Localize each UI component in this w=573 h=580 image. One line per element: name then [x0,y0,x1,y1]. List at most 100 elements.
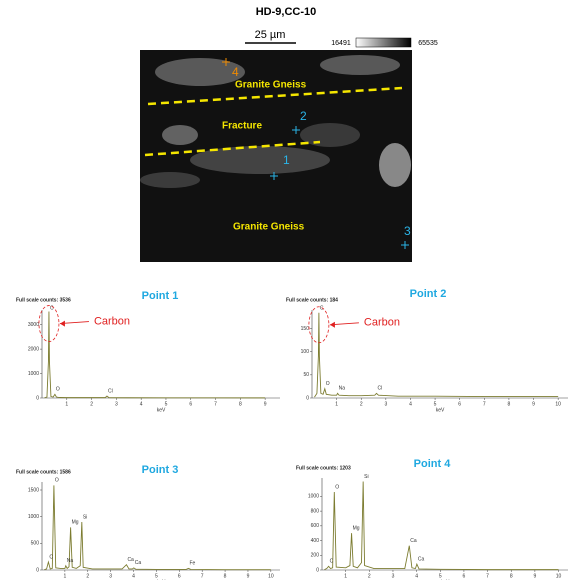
x-tick-label: 10 [268,573,274,579]
x-tick-label: 3 [109,573,112,579]
y-tick-label: 1500 [28,487,39,493]
peak-label: C [49,554,53,560]
scale-bar-label: 25 µm [255,29,286,41]
x-tick-label: 2 [360,401,363,407]
spectrum [44,485,271,569]
figure: HD-9,CC-10 25 µm 16491 65535 Granite Gne… [0,0,573,580]
spectrum [44,312,265,398]
x-tick-label: 7 [486,573,489,579]
x-tick-label: 2 [86,573,89,579]
peak-label: Mg [72,520,79,526]
chart-title: Point 1 [142,290,179,302]
image-label: Granite Gneiss [233,222,305,233]
point-label: 3 [404,224,411,238]
x-tick-label: 7 [201,573,204,579]
y-tick-label: 150 [301,326,310,332]
x-tick-label: 1 [63,573,66,579]
x-tick-label: 4 [409,401,412,407]
peak-label: Cl [377,386,382,392]
peak-label: Si [83,514,87,520]
y-tick-label: 800 [311,508,320,514]
x-tick-label: 2 [368,573,371,579]
annotation-arrowhead [60,321,65,327]
peak-label: O [55,478,59,484]
x-tick-label: 3 [392,573,395,579]
chart-title: Point 3 [142,464,179,476]
annotation: Carbon [364,317,400,329]
x-tick-label: 8 [508,401,511,407]
peak-label: Fe [189,561,195,567]
point-label: 4 [232,65,239,79]
x-tick-label: 6 [458,401,461,407]
point-label: 1 [283,153,290,167]
peak-label: Cl [108,388,113,394]
x-tick-label: 4 [140,401,143,407]
x-tick-label: 6 [178,573,181,579]
figure-title: HD-9,CC-10 [256,6,317,18]
x-tick-label: 10 [555,401,561,407]
x-tick-label: 1 [344,573,347,579]
y-tick-label: 1000 [28,514,39,520]
x-tick-label: 1 [65,401,68,407]
peak-label: Ca [410,538,417,544]
x-tick-label: 9 [532,401,535,407]
y-tick-label: 2000 [28,346,39,352]
annotation: Carbon [94,315,130,327]
y-tick-label: 0 [306,395,309,401]
x-tick-label: 8 [510,573,513,579]
x-tick-label: 10 [556,573,562,579]
y-tick-label: 0 [316,567,319,573]
y-tick-label: 0 [36,395,39,401]
intensity-bar [356,38,411,47]
peak-label: O [56,387,60,393]
x-tick-label: 9 [247,573,250,579]
x-tick-label: 3 [115,401,118,407]
image-label: Fracture [222,121,262,132]
peak-label: Mg [353,526,360,532]
x-tick-label: 3 [384,401,387,407]
y-tick-label: 1000 [308,494,319,500]
x-tick-label: 8 [239,401,242,407]
x-tick-label: 7 [483,401,486,407]
x-tick-label: 8 [224,573,227,579]
peak-label: C [330,559,334,565]
y-tick-label: 1000 [28,371,39,377]
x-axis-label: keV [157,407,166,413]
full-scale-counts: Full scale counts: 184 [286,297,338,303]
full-scale-counts: Full scale counts: 3536 [16,297,71,303]
x-tick-label: 4 [415,573,418,579]
peak-label: Si [364,474,368,480]
chart-title: Point 2 [410,288,447,300]
chart-title: Point 4 [414,458,452,470]
y-tick-label: 600 [311,523,320,529]
x-tick-label: 9 [533,573,536,579]
peak-label: Ca [418,556,425,562]
x-tick-label: 6 [463,573,466,579]
point-label: 2 [300,109,307,123]
y-tick-label: 400 [311,538,320,544]
full-scale-counts: Full scale counts: 1586 [16,469,71,475]
spectrum [314,313,558,397]
full-scale-counts: Full scale counts: 1203 [296,465,351,471]
intensity-max: 65535 [418,40,438,47]
peak-label: Ca [127,557,134,563]
peak-label: O [335,484,339,490]
y-tick-label: 500 [31,541,40,547]
peak-label: O [326,381,330,387]
x-tick-label: 4 [132,573,135,579]
x-tick-label: 2 [90,401,93,407]
annotation-arrowhead [330,322,335,328]
y-tick-label: 3000 [28,322,39,328]
peak-label: Na [339,386,346,392]
image-label: Granite Gneiss [235,80,307,91]
x-axis-label: keV [436,407,445,413]
y-tick-label: 0 [36,567,39,573]
x-tick-label: 6 [189,401,192,407]
y-tick-label: 100 [301,349,310,355]
intensity-min: 16491 [331,40,351,47]
x-tick-label: 1 [335,401,338,407]
x-tick-label: 9 [264,401,267,407]
x-tick-label: 7 [214,401,217,407]
peak-label: Na [67,558,74,564]
y-tick-label: 50 [303,372,309,378]
